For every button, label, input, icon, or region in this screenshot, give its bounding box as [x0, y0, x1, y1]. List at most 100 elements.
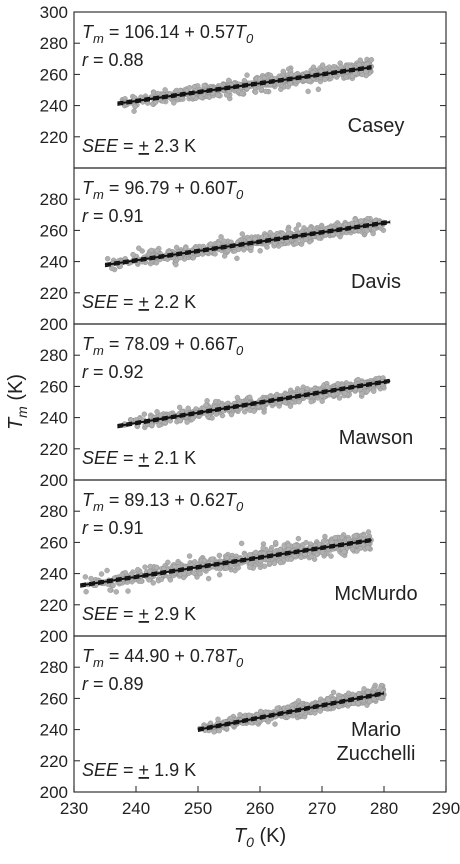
equation-rhs-subscript: 0: [236, 187, 244, 202]
scatter-point: [234, 255, 240, 262]
equation-lhs-symbol: T: [82, 334, 95, 354]
y-tick-label: 300: [40, 3, 68, 22]
scatter-point: [181, 570, 187, 577]
scatter-point: [212, 251, 218, 257]
scatter-point: [261, 563, 268, 569]
upper-bound-line: [104, 219, 391, 265]
scatter-point: [215, 240, 222, 247]
scatter-point: [154, 564, 160, 571]
station-label: Mario: [351, 719, 401, 741]
panel-data-2: [117, 375, 391, 431]
scatter-point: [305, 88, 311, 95]
regression-line: [117, 379, 391, 428]
see-symbol: SEE: [82, 136, 119, 156]
scatter-point: [221, 253, 228, 259]
scatter-point: [336, 395, 343, 401]
y-tick-label: 200: [40, 471, 68, 490]
scatter-point: [330, 689, 337, 696]
y-tick-label: 240: [40, 721, 68, 740]
scatter-point: [253, 549, 259, 556]
scatter-point: [263, 88, 269, 95]
equation-rhs: = 78.09 + 0.66: [104, 334, 225, 354]
scatter-point: [171, 100, 177, 106]
scatter-point: [215, 716, 221, 722]
y-tick-label: 240: [40, 409, 68, 428]
scatter-point: [125, 588, 131, 594]
equation-lhs-symbol: T: [82, 178, 95, 198]
lower-bound-line: [117, 68, 372, 106]
y-axis-symbol: T: [5, 416, 27, 430]
correlation-text: r = 0.91: [82, 206, 144, 226]
y-axis-unit: (K): [5, 374, 27, 406]
scatter-point: [315, 235, 322, 241]
lower-bound-line: [197, 694, 385, 732]
scatter-point: [322, 76, 328, 83]
equation-rhs-symbol: T: [225, 490, 238, 510]
see-symbol: SEE: [82, 448, 119, 468]
scatter-point: [228, 411, 235, 418]
scatter-point: [314, 551, 320, 558]
regression-equation: Tm = 89.13 + 0.62T0: [82, 490, 244, 514]
correlation-symbol: r: [82, 206, 89, 226]
scatter-point: [336, 703, 343, 710]
scatter-point: [88, 575, 94, 582]
see-value: 1.9 K: [149, 760, 196, 780]
scatter-point: [335, 381, 341, 387]
y-tick-label: 260: [40, 689, 68, 708]
scatter-point: [213, 411, 219, 417]
scatter-point: [241, 247, 247, 253]
upper-bound-line: [117, 378, 391, 426]
lower-bound-line: [80, 540, 372, 588]
regression-line: [197, 692, 385, 731]
x-axis-symbol: T: [234, 825, 248, 847]
correlation-value: = 0.89: [88, 674, 144, 694]
see-text: SEE = + 2.9 K: [82, 604, 196, 624]
x-axis-label: T0 (K): [234, 825, 286, 850]
scatter-point: [147, 563, 153, 570]
scatter-point: [272, 539, 279, 546]
scatter-point: [141, 411, 148, 417]
scatter-point: [162, 87, 168, 93]
correlation-value: = 0.88: [88, 50, 144, 70]
scatter-point: [156, 422, 162, 429]
scatter-point: [130, 251, 136, 258]
see-text: SEE = + 2.3 K: [82, 136, 196, 156]
scatter-point: [303, 236, 309, 243]
scatter-point: [251, 408, 257, 414]
scatter-point: [238, 540, 245, 547]
scatter-point: [216, 572, 223, 578]
equation-rhs-symbol: T: [235, 22, 248, 42]
scatter-point: [83, 589, 89, 595]
y-tick-label: 280: [40, 346, 68, 365]
regression-line: [117, 66, 372, 105]
scatter-point: [285, 542, 292, 549]
equation-rhs-symbol: T: [225, 334, 238, 354]
y-axis-subscript: m: [14, 406, 30, 418]
scatter-point: [176, 404, 183, 411]
scatter-point: [208, 241, 214, 247]
x-tick-label: 290: [432, 799, 460, 818]
see-symbol: SEE: [82, 760, 119, 780]
scatter-point: [186, 553, 193, 559]
correlation-symbol: r: [82, 362, 89, 382]
equation-rhs-subscript: 0: [236, 499, 244, 514]
panel-data-0: [117, 56, 375, 114]
scatter-point: [205, 575, 212, 582]
scatter-point: [364, 545, 371, 551]
scatter-point: [184, 419, 190, 425]
y-tick-label: 200: [40, 783, 68, 802]
equation-lhs-subscript: m: [93, 343, 104, 358]
scatter-point: [191, 570, 197, 576]
scatter-point: [239, 231, 246, 237]
y-tick-label: 220: [40, 596, 68, 615]
scatter-point: [285, 226, 291, 233]
see-plus-sign: +: [139, 760, 150, 780]
equation-rhs-subscript: 0: [236, 343, 244, 358]
scatter-point: [153, 260, 160, 266]
scatter-point: [203, 402, 209, 408]
scatter-point: [212, 398, 219, 405]
scatter-point: [226, 77, 232, 84]
